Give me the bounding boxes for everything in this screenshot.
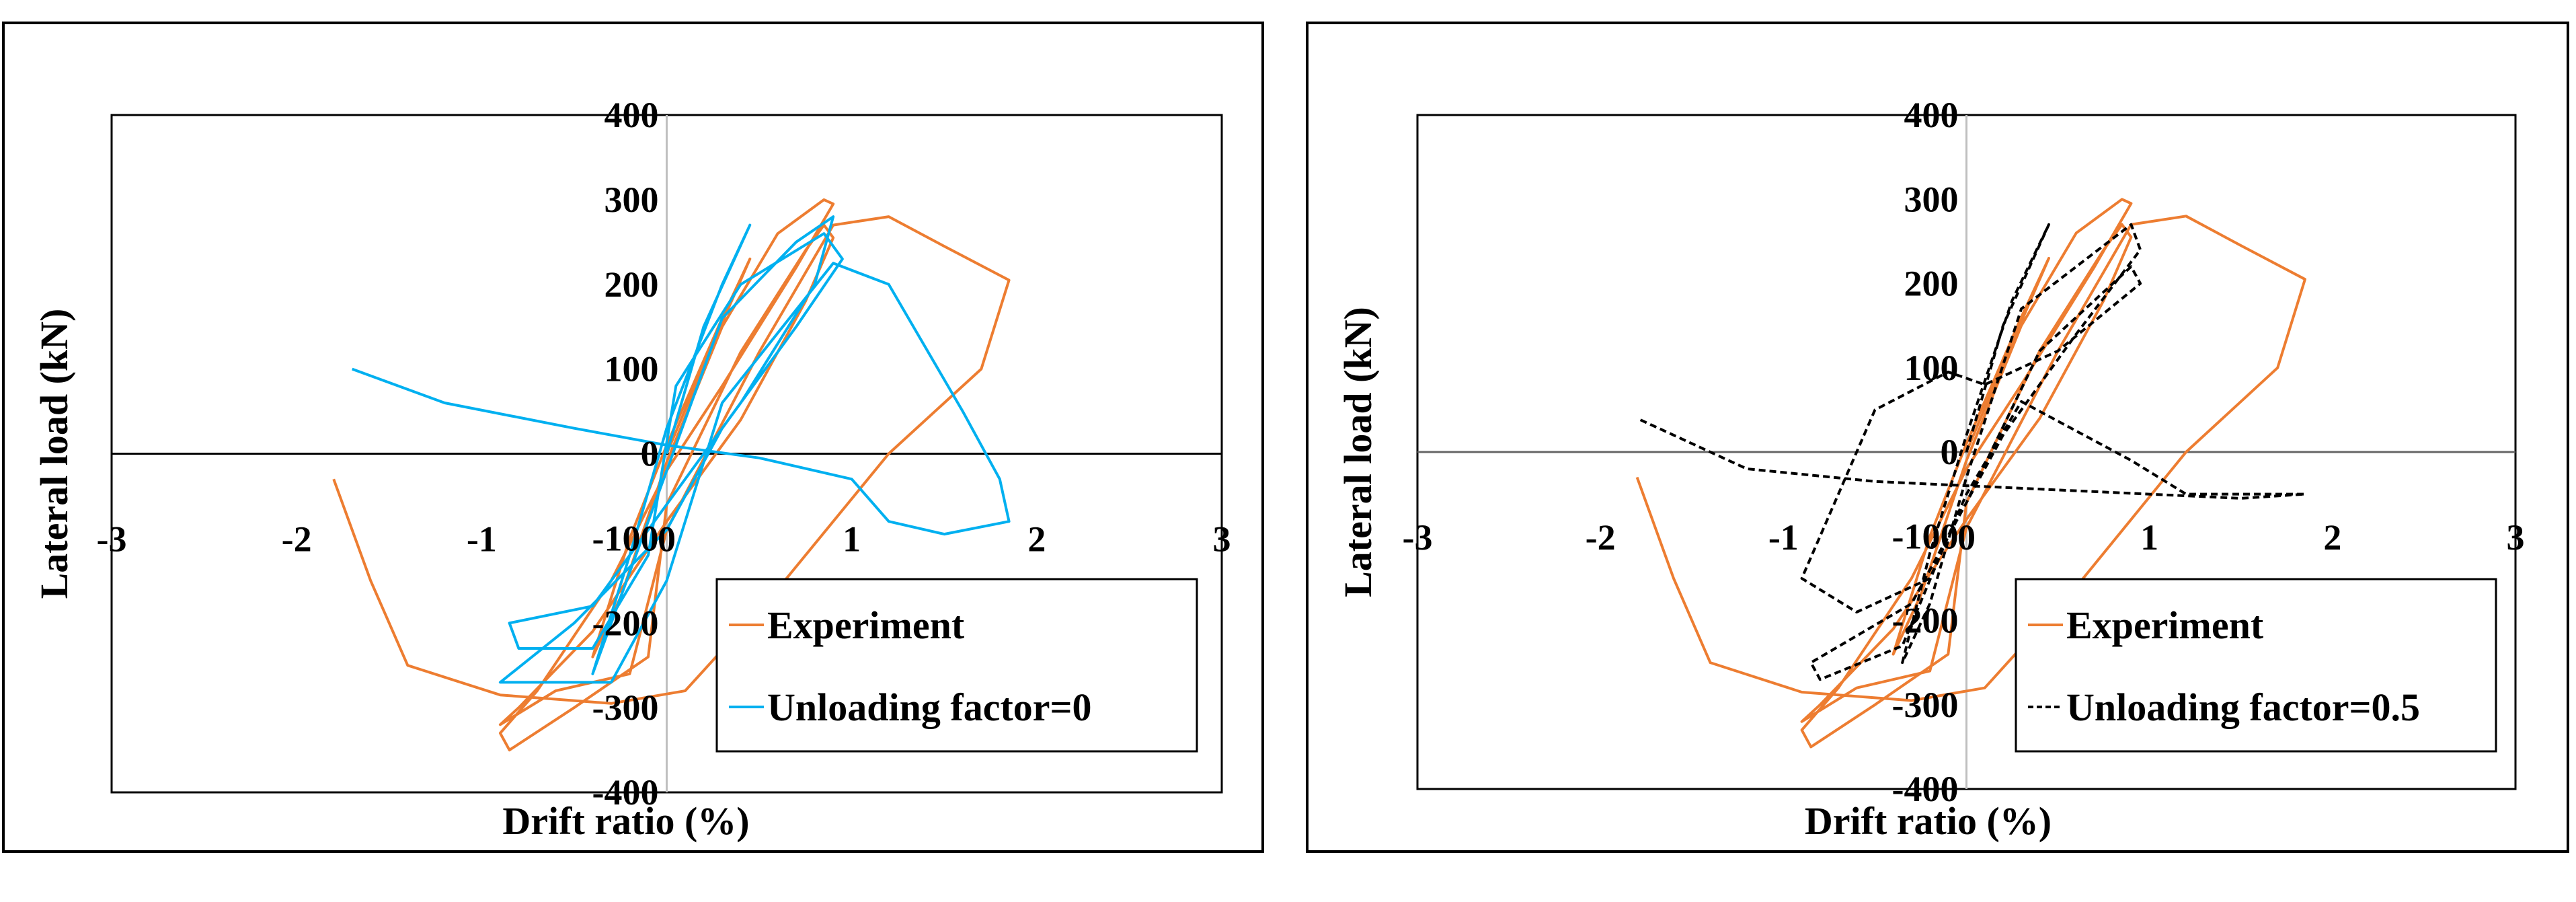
x-axis-title: Drift ratio (%) [1805, 799, 2052, 843]
y-tick-label: -400 [1892, 769, 1959, 809]
x-tick-label: 2 [2323, 517, 2341, 558]
legend: Experiment Unloading factor=0.5 [2015, 578, 2497, 753]
y-tick-label: -100 [1892, 516, 1959, 556]
x-tick-label: -2 [282, 519, 312, 560]
chart-panel-1: -3 -2 -1 0 1 2 3-400-300-200-1000100200300400D… [2, 22, 1264, 853]
y-axis-title: Lateral load (kN) [32, 309, 76, 599]
legend-box [2015, 578, 2497, 753]
y-tick-label: 300 [1904, 179, 1959, 219]
x-tick-label: -1 [1768, 517, 1799, 558]
legend-box [715, 578, 1198, 753]
x-tick-label: 3 [1213, 519, 1231, 560]
x-tick-label: 1 [2140, 517, 2158, 558]
chart-panel-2: -3 -2 -1 0 1 2 3-400-300-200-1000100200300400D… [1306, 22, 2569, 853]
y-tick-label: 200 [604, 264, 659, 305]
legend-label: Unloading factor=0.5 [2066, 685, 2420, 729]
x-tick-label: -3 [1403, 517, 1433, 558]
x-axis-title: Drift ratio (%) [502, 799, 749, 843]
y-tick-label: -300 [1892, 685, 1959, 725]
y-tick-label: -200 [592, 603, 659, 643]
y-axis-title: Lateral load (kN) [1336, 307, 1380, 597]
y-tick-label: 0 [641, 434, 659, 474]
series-line-unloading-factor [1636, 223, 2306, 681]
legend-label: Experiment [767, 603, 965, 647]
y-tick-label: 400 [604, 95, 659, 135]
x-tick-label: 2 [1027, 519, 1046, 560]
legend-label: Unloading factor=0 [767, 685, 1092, 729]
y-tick-label: -300 [592, 687, 659, 728]
y-tick-label: 400 [1904, 95, 1959, 135]
x-tick-label: -3 [97, 519, 127, 560]
legend: Experiment Unloading factor=0 [715, 578, 1198, 753]
x-tick-label: -1 [467, 519, 497, 560]
y-tick-label: -400 [592, 772, 659, 813]
x-tick-label: 1 [843, 519, 861, 560]
x-tick-label: -2 [1586, 517, 1616, 558]
y-tick-label: 0 [1941, 432, 1959, 472]
x-tick-label: 3 [2507, 517, 2525, 558]
y-tick-label: 100 [604, 349, 659, 389]
y-tick-label: -200 [1892, 601, 1959, 641]
series-line-unloading-factor [352, 215, 1011, 684]
legend-label: Experiment [2066, 603, 2264, 647]
y-tick-label: 200 [1904, 264, 1959, 304]
x-tick-label: 0 [658, 519, 676, 560]
x-tick-label: 0 [1957, 517, 1976, 558]
y-tick-label: -100 [592, 518, 659, 558]
y-tick-label: 100 [1904, 348, 1959, 388]
y-tick-label: 300 [604, 180, 659, 220]
